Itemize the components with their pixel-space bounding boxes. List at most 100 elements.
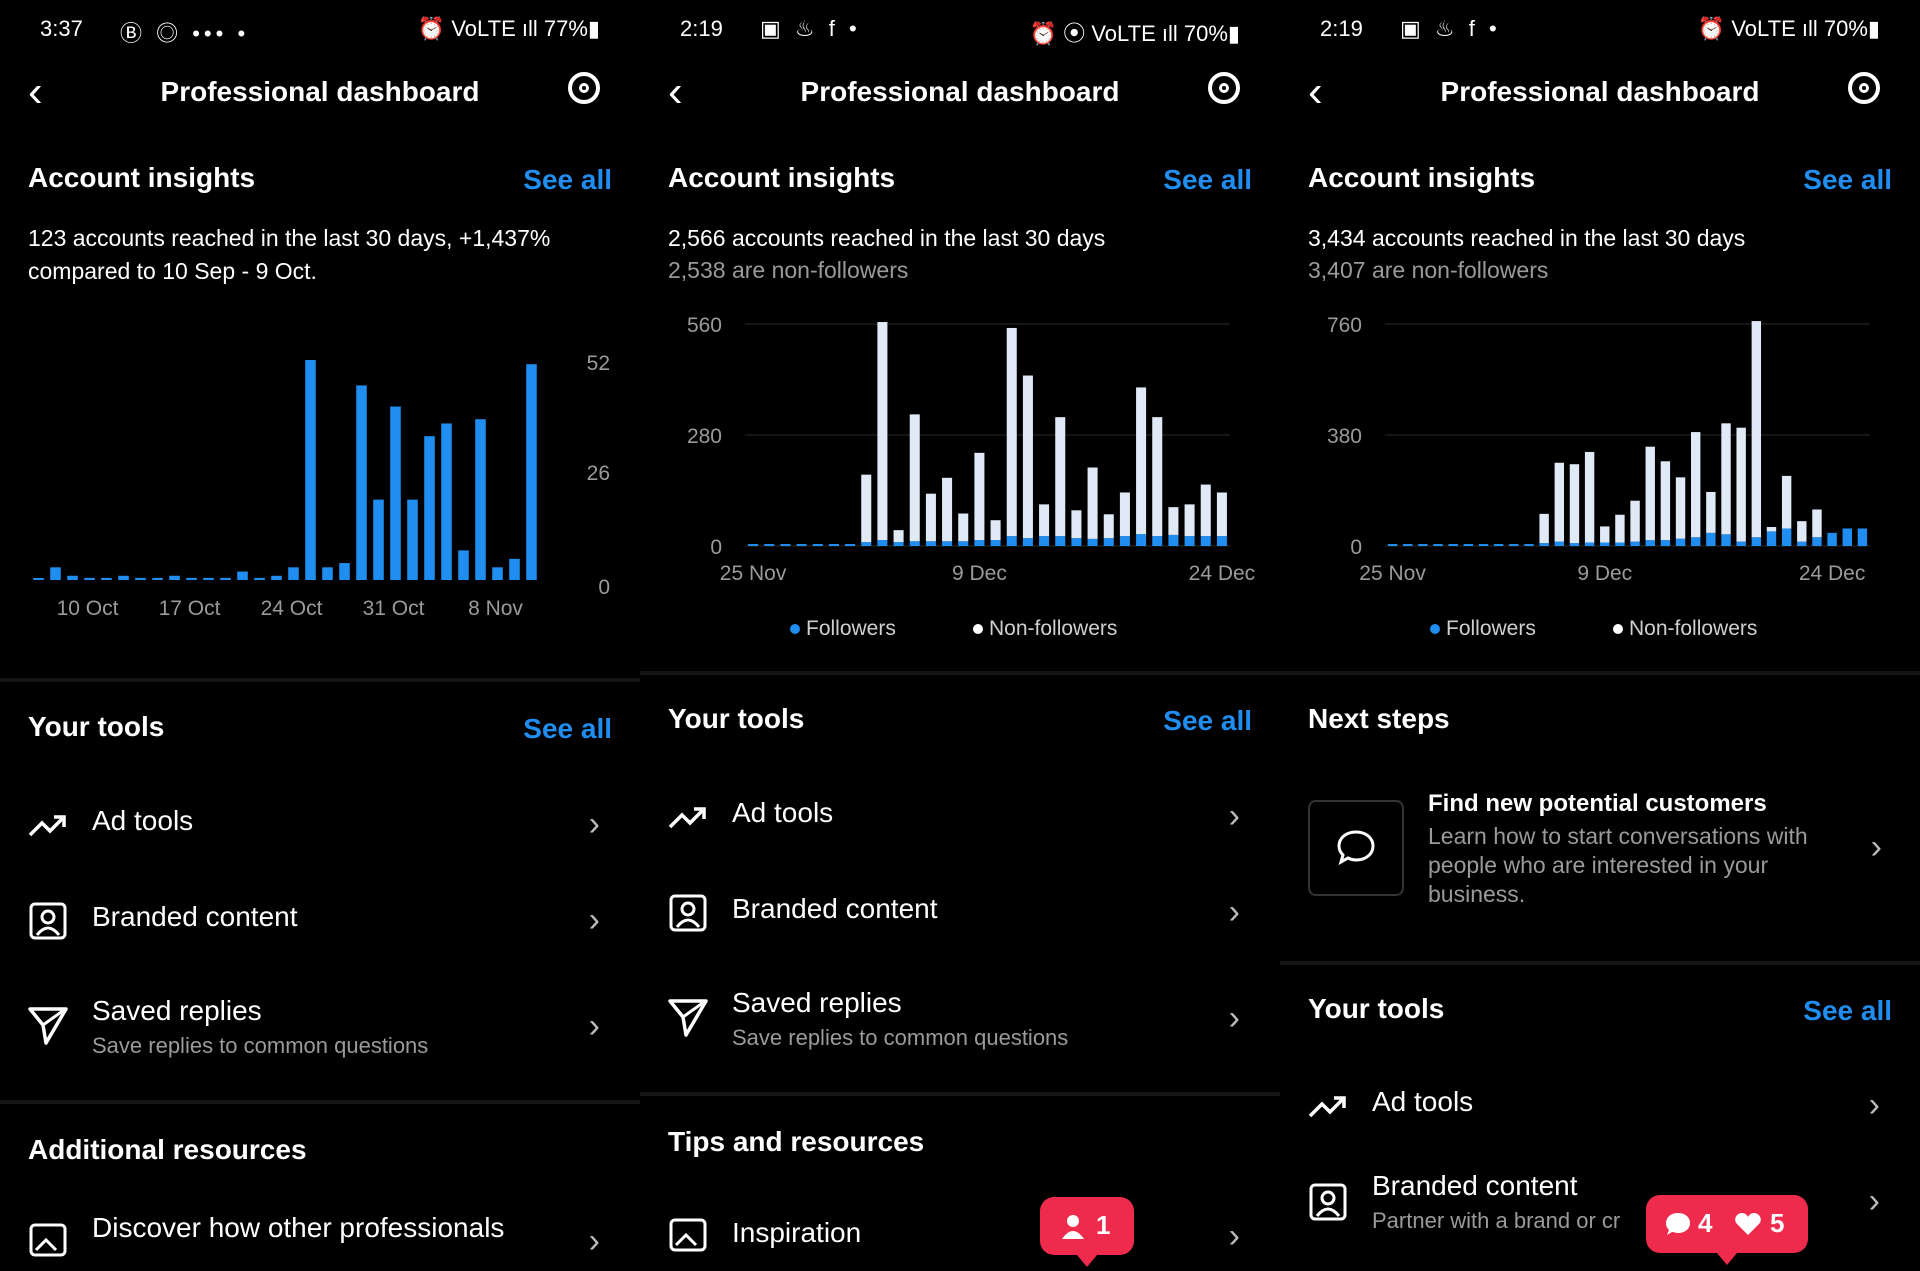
x-tick-label: 31 Oct (363, 597, 425, 620)
settings-icon[interactable] (568, 72, 600, 104)
followers-bar (974, 540, 985, 546)
chart-bar (84, 577, 95, 580)
settings-icon[interactable] (1208, 72, 1240, 104)
chevron-right-icon: › (1228, 1217, 1240, 1255)
tool-branded-content[interactable]: Branded content › (668, 883, 1252, 953)
x-tick-label: 8 Nov (468, 597, 523, 620)
tool-sublabel: Save replies to common questions (92, 1033, 429, 1058)
non-followers-bar (877, 322, 888, 541)
non-followers-bar (1103, 514, 1114, 539)
non-followers-bar (1071, 510, 1082, 539)
followers-bar (780, 544, 791, 546)
tool-saved-replies[interactable]: Saved replies Save replies to common que… (668, 977, 1252, 1050)
y-tick-label: 0 (1350, 536, 1362, 559)
non-followers-bar (990, 520, 1001, 541)
followers-bar (796, 544, 807, 546)
chart-bar (50, 567, 61, 580)
tool-ad-tools[interactable]: Ad tools › (668, 787, 1252, 857)
insights-see-all[interactable]: See all (1803, 164, 1892, 195)
resource-discover[interactable]: Discover how other professionals › (28, 1202, 612, 1271)
heart-icon (1735, 1213, 1761, 1235)
resource-label: Discover how other professionals (92, 1212, 505, 1243)
divider (1280, 671, 1920, 675)
followers-bar (1403, 544, 1413, 546)
page-title: Professional dashboard (800, 76, 1120, 107)
tool-ad-tools[interactable]: Ad tools › (1308, 1076, 1892, 1146)
tool-sublabel: Save replies to common questions (732, 1025, 1069, 1050)
insights-summary: 123 accounts reached in the last 30 days… (28, 225, 551, 284)
tips-title: Tips and resources (668, 1126, 925, 1157)
tip-label: Inspiration (732, 1217, 862, 1248)
branded-content-icon (29, 902, 67, 940)
followers-bar (925, 541, 936, 546)
x-tick-label: 9 Dec (952, 562, 1007, 585)
back-arrow-icon[interactable]: ‹ (28, 67, 43, 116)
non-followers-dot (973, 624, 983, 635)
tools-see-all[interactable]: See all (523, 713, 612, 744)
non-followers-bar (1660, 461, 1671, 541)
followers-bar (1152, 536, 1163, 546)
followers-bar (893, 542, 904, 546)
chevron-right-icon: › (588, 1222, 600, 1260)
chevron-right-icon: › (588, 805, 600, 843)
non-followers-bar (1152, 417, 1163, 537)
back-arrow-icon[interactable]: ‹ (1308, 67, 1323, 116)
y-tick-label: 560 (687, 314, 722, 337)
insights-see-all[interactable]: See all (1163, 164, 1252, 195)
image-icon (669, 1218, 707, 1252)
non-followers-bar (1554, 462, 1564, 542)
followers-bar (942, 541, 953, 546)
tool-branded-content[interactable]: Branded content › (28, 891, 612, 961)
chart-bar (424, 436, 435, 580)
non-followers-bar (1675, 477, 1686, 539)
divider (0, 1100, 640, 1104)
tools-see-all[interactable]: See all (1163, 705, 1252, 736)
tool-ad-tools[interactable]: Ad tools › (28, 795, 612, 865)
chart-bar (186, 577, 197, 580)
follower-notification-badge[interactable]: 1 (1040, 1197, 1134, 1267)
insights-see-all[interactable]: See all (523, 164, 612, 195)
tool-saved-replies[interactable]: Saved replies Save replies to common que… (28, 985, 612, 1058)
comment-icon (1666, 1213, 1690, 1235)
tip-inspiration[interactable]: Inspiration › (668, 1203, 1252, 1271)
send-icon (668, 999, 708, 1037)
chart-bar (33, 578, 44, 580)
followers-bar (1387, 544, 1398, 546)
page-title: Professional dashboard (1440, 76, 1760, 107)
tool-label: Branded content (92, 901, 298, 932)
image-icon (29, 1223, 67, 1257)
next-step-card[interactable]: Find new potential customers Learn how t… (1428, 790, 1848, 909)
followers-bar (1781, 528, 1792, 546)
chart-bar (101, 577, 112, 580)
followers-bar (1448, 544, 1458, 546)
activity-notification-badge[interactable]: 4 5 (1646, 1195, 1808, 1265)
back-arrow-icon[interactable]: ‹ (668, 67, 683, 116)
status-right-icons: ⏰ VoLTE ıll 70%▮ (1697, 16, 1880, 41)
chart-bar (458, 550, 469, 580)
followers-bar (1493, 544, 1504, 546)
followers-bar (828, 544, 839, 546)
followers-bar (1478, 544, 1489, 546)
screen-3: 2:19 ▣ ♨ f • ⏰ VoLTE ıll 70%▮ ‹ Professi… (1280, 0, 1920, 1271)
non-followers-bar (1812, 509, 1822, 538)
followers-dot (1430, 624, 1440, 635)
followers-bar (1736, 541, 1746, 546)
trending-up-icon (1308, 1096, 1346, 1118)
tools-title: Your tools (28, 711, 165, 742)
followers-bar (1418, 544, 1428, 546)
screen-2: 2:19 ▣ ♨ f • ⏰ ⦿ VoLTE ıll 70%▮ ‹ Profes… (640, 0, 1280, 1271)
header: ‹ Professional dashboard (640, 66, 1280, 126)
legend-non-followers: Non-followers (973, 617, 1117, 641)
settings-icon[interactable] (1848, 72, 1880, 104)
divider (0, 678, 640, 682)
y-tick-label: 280 (687, 425, 722, 448)
tools-see-all[interactable]: See all (1803, 995, 1892, 1026)
followers-bar (1022, 538, 1033, 546)
followers-bar (1554, 541, 1564, 546)
y-tick-label: 380 (1327, 425, 1362, 448)
y-tick-label: 0 (598, 576, 610, 599)
non-followers-bar (893, 530, 904, 543)
tools-title: Your tools (1308, 993, 1445, 1024)
tool-branded-content[interactable]: Branded content Partner with a brand or … (1308, 1160, 1892, 1233)
next-step-card-icon-box (1308, 800, 1404, 896)
